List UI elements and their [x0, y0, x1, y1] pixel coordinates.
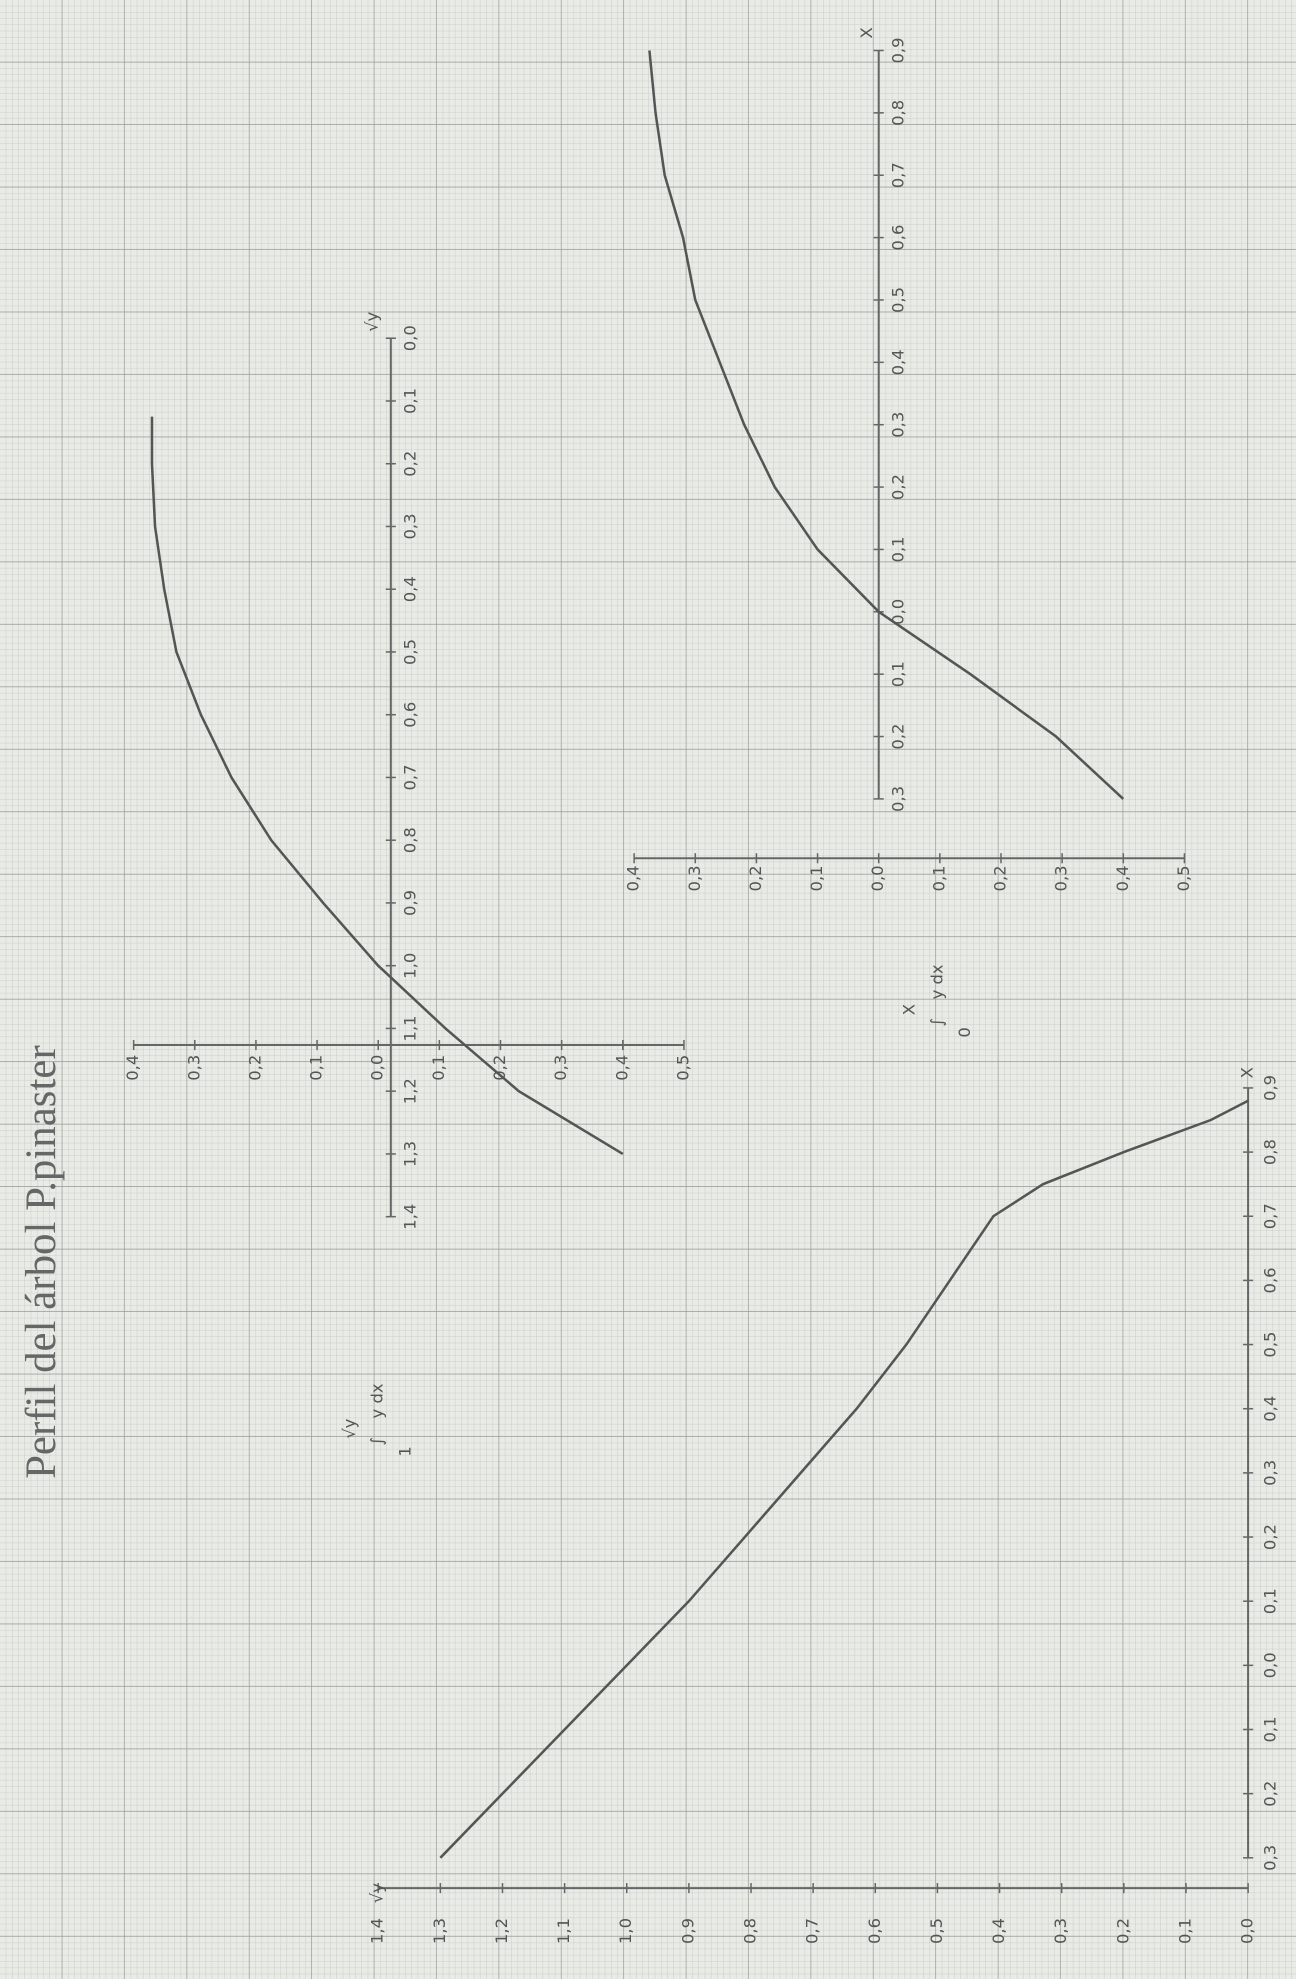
x-tick-label: 0,7	[400, 764, 419, 790]
x-tick-label: 0,1	[888, 661, 907, 687]
y-tick-label: 1,1	[554, 1918, 573, 1944]
x-tick-label: 0,0	[888, 599, 907, 625]
x-tick-label: 1,0	[400, 953, 419, 979]
x-axis-label: X	[1238, 1067, 1257, 1078]
x-tick-label: 1,4	[400, 1204, 419, 1230]
x-tick-label: 0,6	[888, 225, 907, 251]
y-tick-label: 0,5	[1174, 865, 1193, 891]
y-tick-label: 0,2	[746, 865, 765, 891]
integral-lower: 0	[955, 1027, 974, 1037]
x-tick-label: 0,9	[400, 890, 419, 916]
y-tick-label: 0,3	[551, 1055, 570, 1081]
y-tick-label: 1,2	[492, 1918, 511, 1944]
x-tick-label: 0,2	[400, 451, 419, 477]
y-tick-label: 0,0	[1238, 1918, 1257, 1944]
x-tick-label: 0,9	[888, 37, 907, 63]
x-tick-label: 0,4	[1260, 1396, 1279, 1422]
x-tick-label: 0,3	[888, 786, 907, 812]
y-axis-label: √y	[368, 1883, 387, 1903]
integral-upper: X	[900, 1004, 919, 1015]
x-tick-label: 0,8	[888, 100, 907, 126]
y-tick-label: 1,4	[368, 1918, 387, 1944]
y-tick-label: 0,5	[673, 1055, 692, 1081]
x-tick-label: 0,2	[1260, 1524, 1279, 1550]
curve	[648, 50, 1125, 800]
x-axis-label: X	[857, 27, 876, 38]
x-tick-label: 0,7	[888, 162, 907, 188]
y-tick-label: 0,7	[803, 1918, 822, 1944]
x-tick-label: 0,3	[400, 513, 419, 539]
y-tick-label: 0,2	[1113, 1918, 1132, 1944]
x-tick-label: 0,3	[1260, 1460, 1279, 1486]
y-tick-label: 0,3	[685, 865, 704, 891]
y-tick-label: 0,2	[490, 1055, 509, 1081]
y-tick-label: 0,1	[807, 865, 826, 891]
integral-sign: ∫	[927, 1018, 946, 1027]
x-tick-label: 0,2	[888, 474, 907, 500]
x-tick-label: 0,2	[1260, 1781, 1279, 1807]
y-tick-label: 0,8	[741, 1918, 760, 1944]
y-tick-label: 0,0	[368, 1055, 387, 1081]
y-tick-label: 0,3	[1051, 1918, 1070, 1944]
y-tick-label: 0,1	[929, 865, 948, 891]
x-tick-label: 0,7	[1260, 1203, 1279, 1229]
y-tick-label: 0,3	[1052, 865, 1071, 891]
x-tick-label: 0,3	[1260, 1845, 1279, 1871]
page-title: Perfil del árbol P.pinaster	[18, 1045, 65, 1479]
x-tick-label: 1,2	[400, 1078, 419, 1104]
x-tick-label: 0,0	[400, 325, 419, 351]
curve	[150, 416, 624, 1156]
y-tick-label: 0,1	[1175, 1918, 1194, 1944]
y-tick-label: 0,6	[865, 1918, 884, 1944]
y-tick-label: 0,2	[991, 865, 1010, 891]
y-tick-label: 0,1	[307, 1055, 326, 1081]
y-tick-label: 0,4	[612, 1055, 631, 1081]
x-tick-label: 0,5	[1260, 1332, 1279, 1358]
y-tick-label: 1,0	[616, 1918, 635, 1944]
integral-sign: ∫	[368, 1437, 387, 1446]
x-tick-label: 1,1	[400, 1015, 419, 1041]
x-tick-label: 0,3	[888, 412, 907, 438]
integral-upper: √y	[340, 1418, 359, 1438]
y-tick-label: 1,3	[430, 1918, 449, 1944]
x-tick-label: 0,1	[400, 388, 419, 414]
x-tick-label: 0,4	[888, 349, 907, 375]
curve	[439, 1099, 1249, 1859]
y-tick-label: 0,4	[123, 1055, 142, 1081]
y-tick-label: 0,4	[624, 865, 643, 891]
x-tick-label: 0,9	[1260, 1075, 1279, 1101]
integral-integrand: y dx	[368, 1383, 387, 1418]
x-tick-label: 0,1	[1260, 1716, 1279, 1742]
y-tick-label: 0,2	[245, 1055, 264, 1081]
x-tick-label: 0,5	[400, 639, 419, 665]
y-tick-label: 0,4	[1113, 865, 1132, 891]
y-tick-label: 0,9	[678, 1918, 697, 1944]
x-tick-label: 0,1	[888, 536, 907, 562]
x-tick-label: 0,4	[400, 576, 419, 602]
y-tick-label: 0,3	[184, 1055, 203, 1081]
x-tick-label: 0,0	[1260, 1652, 1279, 1678]
integral-lower: 1	[395, 1446, 414, 1456]
y-tick-label: 0,1	[429, 1055, 448, 1081]
x-tick-label: 0,2	[888, 724, 907, 750]
integral-integrand: y dx	[927, 964, 946, 999]
x-tick-label: 0,8	[1260, 1139, 1279, 1165]
y-tick-label: 0,0	[868, 865, 887, 891]
x-axis-label: √y	[363, 311, 382, 331]
x-tick-label: 0,1	[1260, 1588, 1279, 1614]
x-tick-label: 1,3	[400, 1141, 419, 1167]
x-tick-label: 0,8	[400, 827, 419, 853]
y-tick-label: 0,4	[989, 1918, 1008, 1944]
x-tick-label: 0,6	[1260, 1267, 1279, 1293]
x-tick-label: 0,6	[400, 702, 419, 728]
y-tick-label: 0,5	[927, 1918, 946, 1944]
x-tick-label: 0,5	[888, 287, 907, 313]
